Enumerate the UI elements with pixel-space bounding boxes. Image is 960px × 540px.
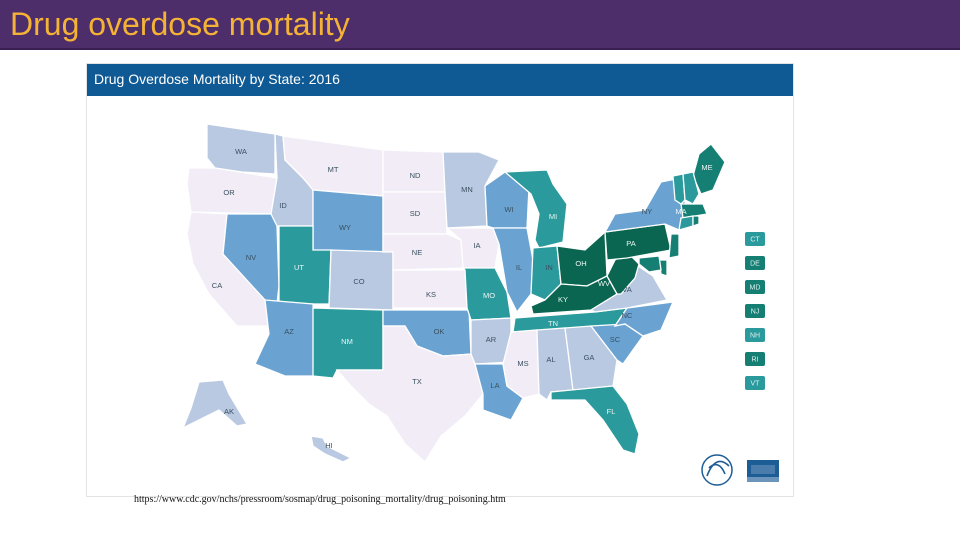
hhs-logo [701, 454, 733, 486]
legend-label-MD: MD [750, 285, 761, 292]
label-MA: MA [675, 207, 686, 216]
state-NV[interactable] [222, 213, 280, 305]
label-WA: WA [235, 147, 247, 156]
label-HI: HI [325, 441, 333, 450]
label-MS: MS [517, 359, 528, 368]
state-AR[interactable] [470, 317, 512, 365]
label-AZ: AZ [284, 327, 294, 336]
map-title: Drug Overdose Mortality by State: 2016 [94, 71, 340, 87]
label-VA: VA [622, 285, 631, 294]
legend-label-RI: RI [752, 357, 759, 364]
label-FL: FL [607, 407, 616, 416]
state-NH[interactable] [682, 171, 700, 205]
label-CA: CA [212, 281, 222, 290]
label-SC: SC [610, 335, 621, 344]
map-title-bar: Drug Overdose Mortality by State: 2016 [87, 64, 793, 96]
label-MI: MI [549, 212, 557, 221]
slide-title: Drug overdose mortality [10, 6, 350, 42]
label-IA: IA [473, 241, 480, 250]
legend-label-DE: DE [750, 261, 760, 268]
label-NE: NE [412, 248, 422, 257]
legend-box-RI [745, 352, 765, 366]
label-OH: OH [575, 259, 586, 268]
legend-box-CT [745, 232, 765, 246]
label-MN: MN [461, 185, 473, 194]
state-FL[interactable] [550, 385, 640, 455]
label-NY: NY [642, 207, 652, 216]
label-KS: KS [426, 290, 436, 299]
state-MA[interactable] [680, 203, 708, 219]
legend-box-DE [745, 256, 765, 270]
state-CT[interactable] [678, 215, 694, 231]
us-choropleth-map: WA OR CA ID NV MT WY UT AZ CO NM ND SD N… [181, 123, 779, 486]
state-RI[interactable] [692, 215, 700, 227]
legend-box-VT [745, 376, 765, 390]
legend-label-NJ: NJ [751, 309, 760, 316]
source-url[interactable]: https://www.cdc.gov/nchs/pressroom/sosma… [134, 494, 506, 505]
state-AZ[interactable] [254, 299, 318, 377]
label-ID: ID [279, 201, 287, 210]
state-HI[interactable] [310, 435, 353, 463]
state-MI[interactable] [503, 169, 568, 249]
label-ME: ME [701, 163, 712, 172]
legend-box-MD [745, 280, 765, 294]
label-MT: MT [328, 165, 339, 174]
label-NC: NC [622, 311, 633, 320]
label-GA: GA [584, 353, 595, 362]
label-OK: OK [434, 327, 445, 336]
state-AK[interactable] [181, 379, 249, 430]
state-labels: WA OR CA ID NV MT WY UT AZ CO NM ND SD N… [212, 147, 713, 450]
state-GA[interactable] [564, 325, 618, 391]
label-TN: TN [548, 319, 558, 328]
label-SD: SD [410, 209, 421, 218]
cdc-logo [747, 460, 779, 482]
state-WY[interactable] [312, 189, 384, 253]
label-WY: WY [339, 223, 351, 232]
label-AK: AK [224, 407, 234, 416]
state-NJ[interactable] [668, 233, 680, 259]
label-IN: IN [545, 263, 553, 272]
label-NV: NV [246, 253, 256, 262]
label-NM: NM [341, 337, 353, 346]
label-CO: CO [353, 277, 364, 286]
state-NE[interactable] [382, 233, 466, 271]
state-IL[interactable] [492, 227, 534, 314]
state-TX[interactable] [335, 325, 484, 464]
label-AL: AL [546, 355, 555, 364]
label-OR: OR [223, 188, 235, 197]
label-ND: ND [410, 171, 421, 180]
label-MO: MO [483, 291, 495, 300]
label-AR: AR [486, 335, 497, 344]
label-LA: LA [490, 381, 499, 390]
legend-label-NH: NH [750, 333, 760, 340]
legend-label-VT: VT [751, 381, 761, 388]
label-TX: TX [412, 377, 422, 386]
state-KS[interactable] [392, 269, 468, 309]
legend-box-NH [745, 328, 765, 342]
legend-box-NJ [745, 304, 765, 318]
label-WI: WI [504, 205, 513, 214]
small-state-legend: CT DE MD NJ NH RI VT [745, 232, 765, 390]
label-IL: IL [516, 263, 522, 272]
label-PA: PA [626, 239, 635, 248]
label-WV: WV [598, 279, 610, 288]
state-MD[interactable] [638, 255, 662, 273]
label-UT: UT [294, 263, 304, 272]
legend-label-CT: CT [750, 237, 760, 244]
state-VT[interactable] [672, 173, 686, 205]
slide-title-bar: Drug overdose mortality [0, 0, 960, 50]
map-figure: Drug Overdose Mortality by State: 2016 [86, 63, 794, 497]
label-KY: KY [558, 295, 568, 304]
